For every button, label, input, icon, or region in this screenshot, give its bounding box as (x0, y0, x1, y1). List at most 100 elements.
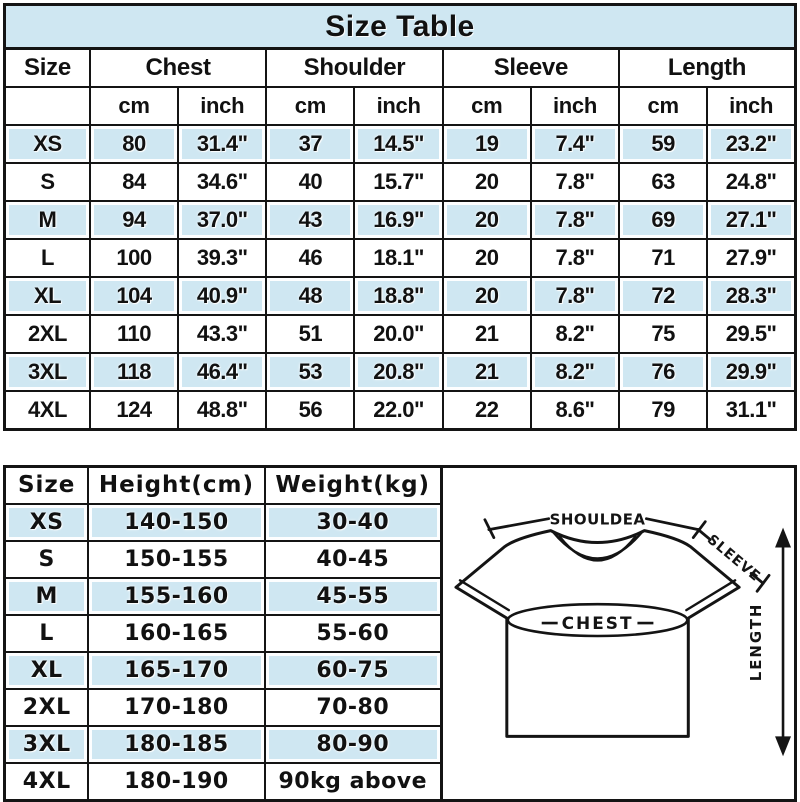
height-cell: 180-185 (87, 725, 266, 764)
shoulder-measure-lines (483, 517, 700, 539)
height-weight-table: Size Height(cm) Weight(kg) XS 140-150 30… (3, 465, 443, 802)
value-cell: 124 (88, 390, 180, 431)
hw-col-header-weight: Weight(kg) (263, 465, 443, 505)
value-cell: 104 (88, 276, 180, 316)
hw-header-row: Size Height(cm) Weight(kg) (3, 465, 443, 505)
unit-header-cm: cm (618, 86, 709, 126)
height-cell: 140-150 (87, 503, 266, 542)
value-cell: 29.5" (706, 314, 797, 354)
size-cell: XL (3, 651, 90, 690)
size-cell: 3XL (3, 725, 90, 764)
value-cell: 7.8" (529, 162, 621, 202)
value-cell: 71 (618, 238, 709, 278)
size-cell: 3XL (3, 352, 91, 392)
value-cell: 110 (88, 314, 180, 354)
size-cell: 4XL (3, 762, 90, 802)
chest-label: CHEST (562, 613, 634, 633)
length-measure-arrow (775, 527, 792, 757)
hw-row-m: M 155-160 45-55 (3, 577, 443, 616)
weight-cell: 80-90 (263, 725, 443, 764)
value-cell: 37.0" (177, 200, 268, 240)
tshirt-outline-icon (454, 529, 741, 738)
unit-header-cm: cm (88, 86, 180, 126)
size-cell: L (3, 238, 91, 278)
weight-cell: 40-45 (263, 540, 443, 579)
bottom-section: Size Height(cm) Weight(kg) XS 140-150 30… (3, 465, 797, 802)
hw-row-xl: XL 165-170 60-75 (3, 651, 443, 690)
value-cell: 18.8" (353, 276, 444, 316)
hw-row-l: L 160-165 55-60 (3, 614, 443, 653)
size-table-units-row: cm inch cm inch cm inch cm inch (3, 86, 797, 126)
size-cell: XS (3, 124, 91, 164)
col-header-length: Length (618, 47, 797, 88)
value-cell: 20.8" (353, 352, 444, 392)
value-cell: 8.2" (529, 314, 621, 354)
value-cell: 23.2" (706, 124, 797, 164)
size-row-2xl: 2XL 110 43.3" 51 20.0" 21 8.2" 75 29.5" (3, 314, 797, 354)
hw-row-xs: XS 140-150 30-40 (3, 503, 443, 542)
value-cell: 8.6" (529, 390, 621, 431)
size-row-xl: XL 104 40.9" 48 18.8" 20 7.8" 72 28.3" (3, 276, 797, 316)
sleeve-measure-lines (691, 520, 771, 593)
size-cell: S (3, 162, 91, 202)
size-cell: 2XL (3, 688, 90, 727)
value-cell: 7.8" (529, 200, 621, 240)
value-cell: 20 (441, 276, 532, 316)
value-cell: 31.4" (177, 124, 268, 164)
value-cell: 20 (441, 238, 532, 278)
size-cell: S (3, 540, 90, 579)
value-cell: 31.1" (706, 390, 797, 431)
value-cell: 20 (441, 162, 532, 202)
weight-cell: 45-55 (263, 577, 443, 616)
value-cell: 28.3" (706, 276, 797, 316)
weight-cell: 55-60 (263, 614, 443, 653)
unit-header-cm: cm (265, 86, 356, 126)
weight-cell: 60-75 (263, 651, 443, 690)
size-row-3xl: 3XL 118 46.4" 53 20.8" 21 8.2" 76 29.9" (3, 352, 797, 392)
value-cell: 16.9" (353, 200, 444, 240)
height-cell: 155-160 (87, 577, 266, 616)
value-cell: 22.0" (353, 390, 444, 431)
value-cell: 21 (441, 352, 532, 392)
value-cell: 53 (265, 352, 356, 392)
size-row-m: M 94 37.0" 43 16.9" 20 7.8" 69 27.1" (3, 200, 797, 240)
value-cell: 20 (441, 200, 532, 240)
value-cell: 48.8" (177, 390, 268, 431)
size-table: Size Chest Shoulder Sleeve Length cm inc… (3, 47, 797, 431)
height-cell: 150-155 (87, 540, 266, 579)
value-cell: 79 (618, 390, 709, 431)
hw-col-header-size: Size (3, 465, 90, 505)
measurement-diagram-box: CHEST SHOULDEA SLEEVE (440, 465, 797, 802)
value-cell: 22 (441, 390, 532, 431)
tshirt-collar-icon (458, 530, 737, 612)
value-cell: 48 (265, 276, 356, 316)
length-label: LENGTH (747, 603, 765, 682)
value-cell: 21 (441, 314, 532, 354)
value-cell: 7.8" (529, 276, 621, 316)
value-cell: 40.9" (177, 276, 268, 316)
size-cell: 2XL (3, 314, 91, 354)
value-cell: 94 (88, 200, 180, 240)
tshirt-measurement-diagram: CHEST SHOULDEA SLEEVE (454, 511, 792, 757)
size-row-4xl: 4XL 124 48.8" 56 22.0" 22 8.6" 79 31.1" (3, 390, 797, 431)
size-cell: L (3, 614, 90, 653)
value-cell: 76 (618, 352, 709, 392)
size-cell: M (3, 577, 90, 616)
size-cell: XS (3, 503, 90, 542)
chest-measure-ellipse (506, 602, 689, 638)
height-cell: 180-190 (87, 762, 266, 802)
value-cell: 63 (618, 162, 709, 202)
value-cell: 118 (88, 352, 180, 392)
value-cell: 100 (88, 238, 180, 278)
value-cell: 34.6" (177, 162, 268, 202)
value-cell: 43.3" (177, 314, 268, 354)
value-cell: 59 (618, 124, 709, 164)
weight-cell: 90kg above (263, 762, 443, 802)
size-cell: M (3, 200, 91, 240)
value-cell: 46 (265, 238, 356, 278)
height-cell: 170-180 (87, 688, 266, 727)
unit-header-inch: inch (177, 86, 268, 126)
unit-header-cm: cm (441, 86, 532, 126)
value-cell: 20.0" (353, 314, 444, 354)
